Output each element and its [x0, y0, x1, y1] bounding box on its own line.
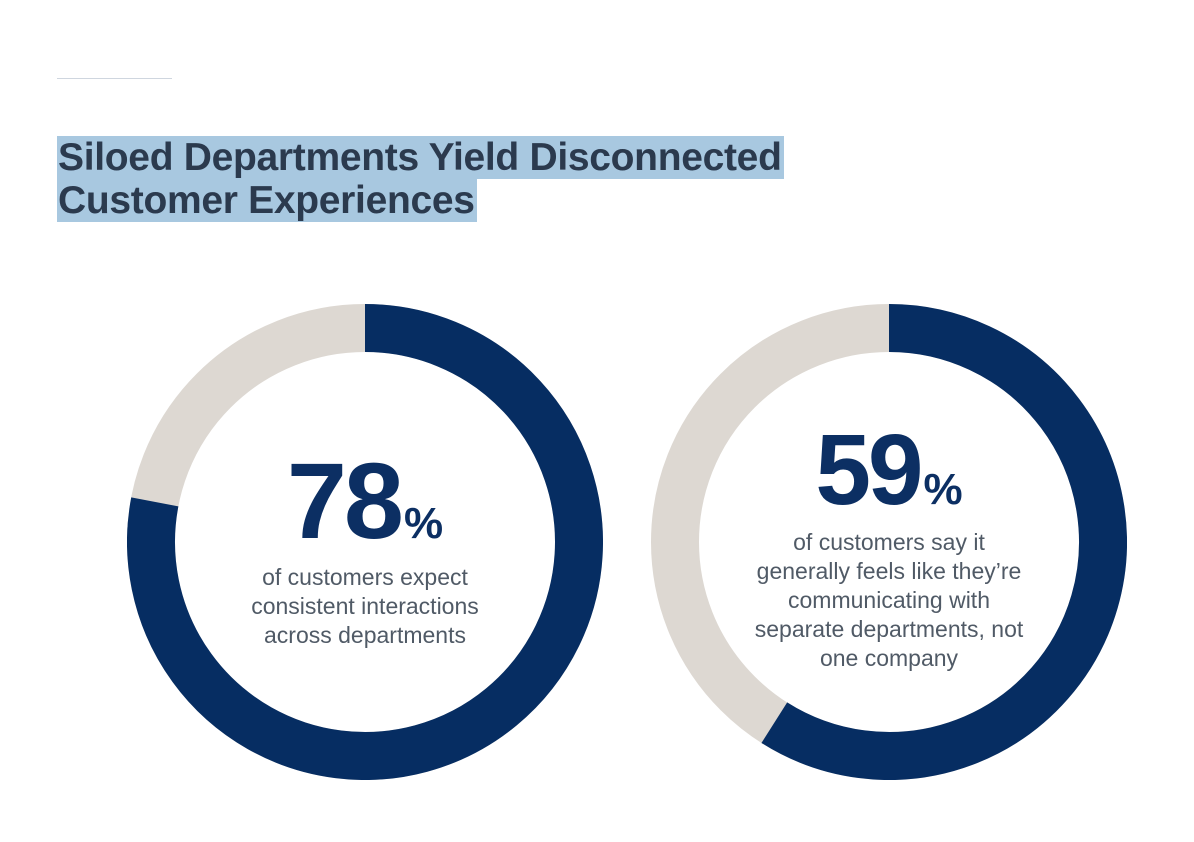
donut-1-value-arc: [127, 304, 603, 780]
donut-2-description: of customers say it generally feels like…: [754, 528, 1024, 671]
donut-2-value: 59: [815, 413, 923, 526]
title-line-1: Siloed Departments Yield Disconnected: [57, 136, 784, 179]
title-line-2: Customer Experiences: [57, 179, 477, 222]
donut-2-svg: [651, 304, 1127, 780]
donut-2-stat: 59%: [815, 420, 962, 520]
donut-2-center: 59% of customers say it generally feels …: [651, 304, 1127, 780]
donut-1-value: 78: [286, 439, 404, 561]
donut-1-description: of customers expect consistent interacti…: [251, 563, 479, 648]
donut-1-svg: [127, 304, 603, 780]
page-title: Siloed Departments Yield Disconnected Cu…: [57, 136, 784, 222]
donut-2-value-arc: [761, 304, 1127, 780]
donut-chart-1: 78% of customers expect consistent inter…: [127, 304, 603, 780]
donut-1-center: 78% of customers expect consistent inter…: [127, 304, 603, 780]
donut-1-percent-sign: %: [404, 498, 444, 548]
donut-2-percent-sign: %: [923, 464, 963, 514]
donut-chart-2: 59% of customers say it generally feels …: [651, 304, 1127, 780]
top-divider: [57, 78, 172, 79]
donut-1-stat: 78%: [287, 446, 444, 555]
